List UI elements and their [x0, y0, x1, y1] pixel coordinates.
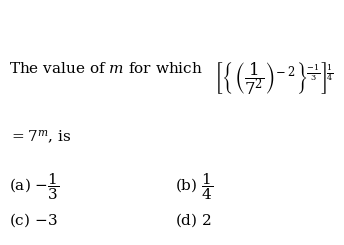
Text: (d) $2$: (d) $2$	[175, 212, 212, 229]
Text: (c) $-3$: (c) $-3$	[9, 212, 57, 229]
Text: The value of $m$ for which: The value of $m$ for which	[9, 61, 203, 76]
Text: $\left[\left\{\left(\dfrac{1}{7^2}\right)^{\!-2}\right\}^{\!\frac{-1}{\,3}}\righ: $\left[\left\{\left(\dfrac{1}{7^2}\right…	[214, 60, 334, 97]
Text: $= 7^{m}$, is: $= 7^{m}$, is	[9, 128, 71, 146]
Text: (b) $\dfrac{1}{4}$: (b) $\dfrac{1}{4}$	[175, 171, 214, 202]
Text: (a) $-\dfrac{1}{3}$: (a) $-\dfrac{1}{3}$	[9, 171, 59, 202]
